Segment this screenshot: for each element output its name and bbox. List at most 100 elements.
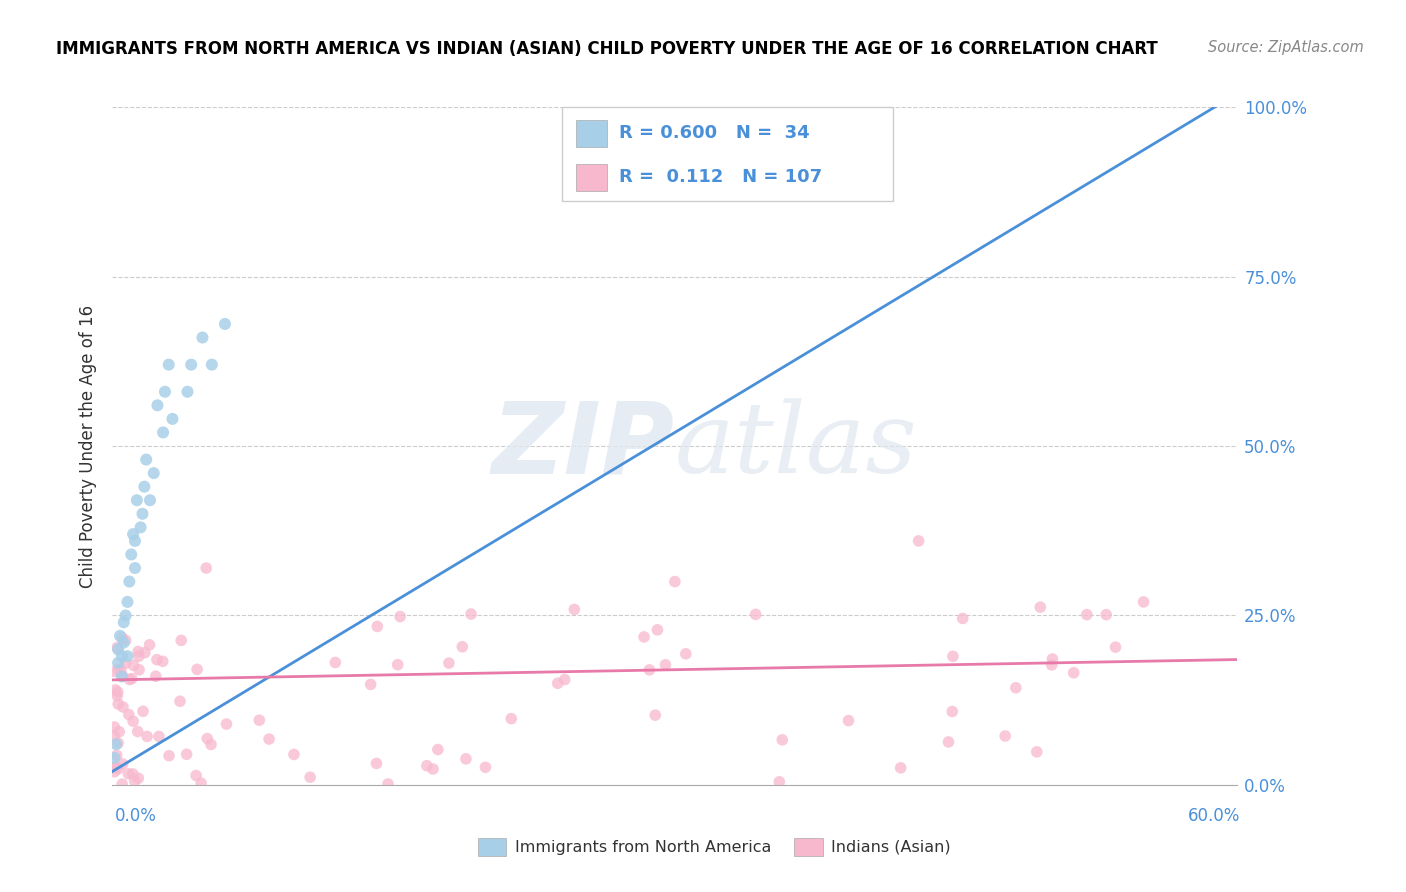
Point	[145, 669, 167, 683]
Point	[107, 697, 129, 711]
Point	[170, 633, 193, 648]
Point	[122, 714, 145, 729]
Point	[152, 654, 174, 668]
Point	[114, 657, 136, 671]
Point	[148, 730, 170, 744]
Point	[120, 548, 142, 562]
Point	[994, 729, 1017, 743]
Point	[675, 647, 697, 661]
Point	[105, 689, 128, 703]
Point	[214, 317, 236, 331]
Point	[184, 768, 207, 782]
Point	[118, 574, 141, 589]
Point	[366, 619, 388, 633]
Point	[122, 527, 145, 541]
Point	[770, 732, 793, 747]
Point	[122, 658, 145, 673]
Point	[422, 762, 444, 776]
Point	[162, 412, 184, 426]
Point	[117, 649, 139, 664]
Point	[103, 729, 125, 743]
Point	[454, 752, 477, 766]
Point	[124, 774, 146, 789]
Point	[1076, 607, 1098, 622]
Point	[111, 669, 134, 683]
Point	[132, 704, 155, 718]
Point	[907, 533, 929, 548]
Point	[474, 760, 496, 774]
Point	[112, 615, 135, 630]
Point	[107, 663, 129, 677]
Point	[837, 714, 859, 728]
Point	[744, 607, 766, 622]
Text: ZIP: ZIP	[492, 398, 675, 494]
Point	[128, 649, 150, 664]
Point	[215, 717, 238, 731]
Point	[121, 767, 143, 781]
Point	[360, 677, 382, 691]
Point	[1029, 600, 1052, 615]
Point	[110, 663, 132, 677]
Point	[157, 748, 180, 763]
Point	[938, 735, 960, 749]
Point	[127, 644, 149, 658]
Point	[366, 756, 388, 771]
Point	[108, 629, 131, 643]
Point	[114, 608, 136, 623]
Point	[201, 358, 224, 372]
Point	[176, 747, 198, 762]
Point	[103, 665, 125, 679]
Point	[146, 653, 169, 667]
Point	[124, 561, 146, 575]
Point	[134, 480, 156, 494]
Point	[104, 682, 127, 697]
Point	[105, 760, 128, 774]
Point	[247, 713, 270, 727]
Point	[105, 640, 128, 655]
Point	[134, 646, 156, 660]
Point	[890, 761, 912, 775]
Point	[416, 758, 439, 772]
Point	[142, 466, 165, 480]
Point	[169, 694, 191, 708]
Point	[111, 649, 134, 664]
Point	[460, 607, 482, 621]
Point	[114, 633, 136, 648]
Text: IMMIGRANTS FROM NORTH AMERICA VS INDIAN (ASIAN) CHILD POVERTY UNDER THE AGE OF 1: IMMIGRANTS FROM NORTH AMERICA VS INDIAN …	[56, 40, 1159, 58]
Point	[138, 638, 160, 652]
Point	[1042, 652, 1064, 666]
Point	[942, 649, 965, 664]
Point	[103, 764, 125, 779]
Point	[146, 398, 169, 412]
Text: Indians (Asian): Indians (Asian)	[831, 840, 950, 855]
Point	[131, 507, 153, 521]
Point	[633, 630, 655, 644]
Point	[107, 685, 129, 699]
Text: 60.0%: 60.0%	[1188, 807, 1240, 825]
Point	[127, 771, 149, 785]
Point	[124, 533, 146, 548]
Point	[186, 662, 208, 676]
Text: atlas: atlas	[675, 399, 918, 493]
Point	[299, 770, 322, 784]
Point	[283, 747, 305, 762]
Point	[387, 657, 409, 672]
Point	[1040, 657, 1063, 672]
Point	[176, 384, 198, 399]
Point	[112, 635, 135, 649]
Point	[562, 602, 585, 616]
Point	[111, 700, 134, 714]
Point	[135, 452, 157, 467]
Point	[768, 774, 790, 789]
Point	[129, 520, 152, 534]
Point	[180, 358, 202, 372]
Point	[547, 676, 569, 690]
Point	[377, 777, 399, 791]
Point	[107, 736, 129, 750]
Text: 0.0%: 0.0%	[115, 807, 157, 825]
Text: R =  0.112   N = 107: R = 0.112 N = 107	[619, 169, 821, 186]
Point	[437, 656, 460, 670]
Point	[152, 425, 174, 440]
Point	[200, 738, 222, 752]
Point	[118, 707, 141, 722]
